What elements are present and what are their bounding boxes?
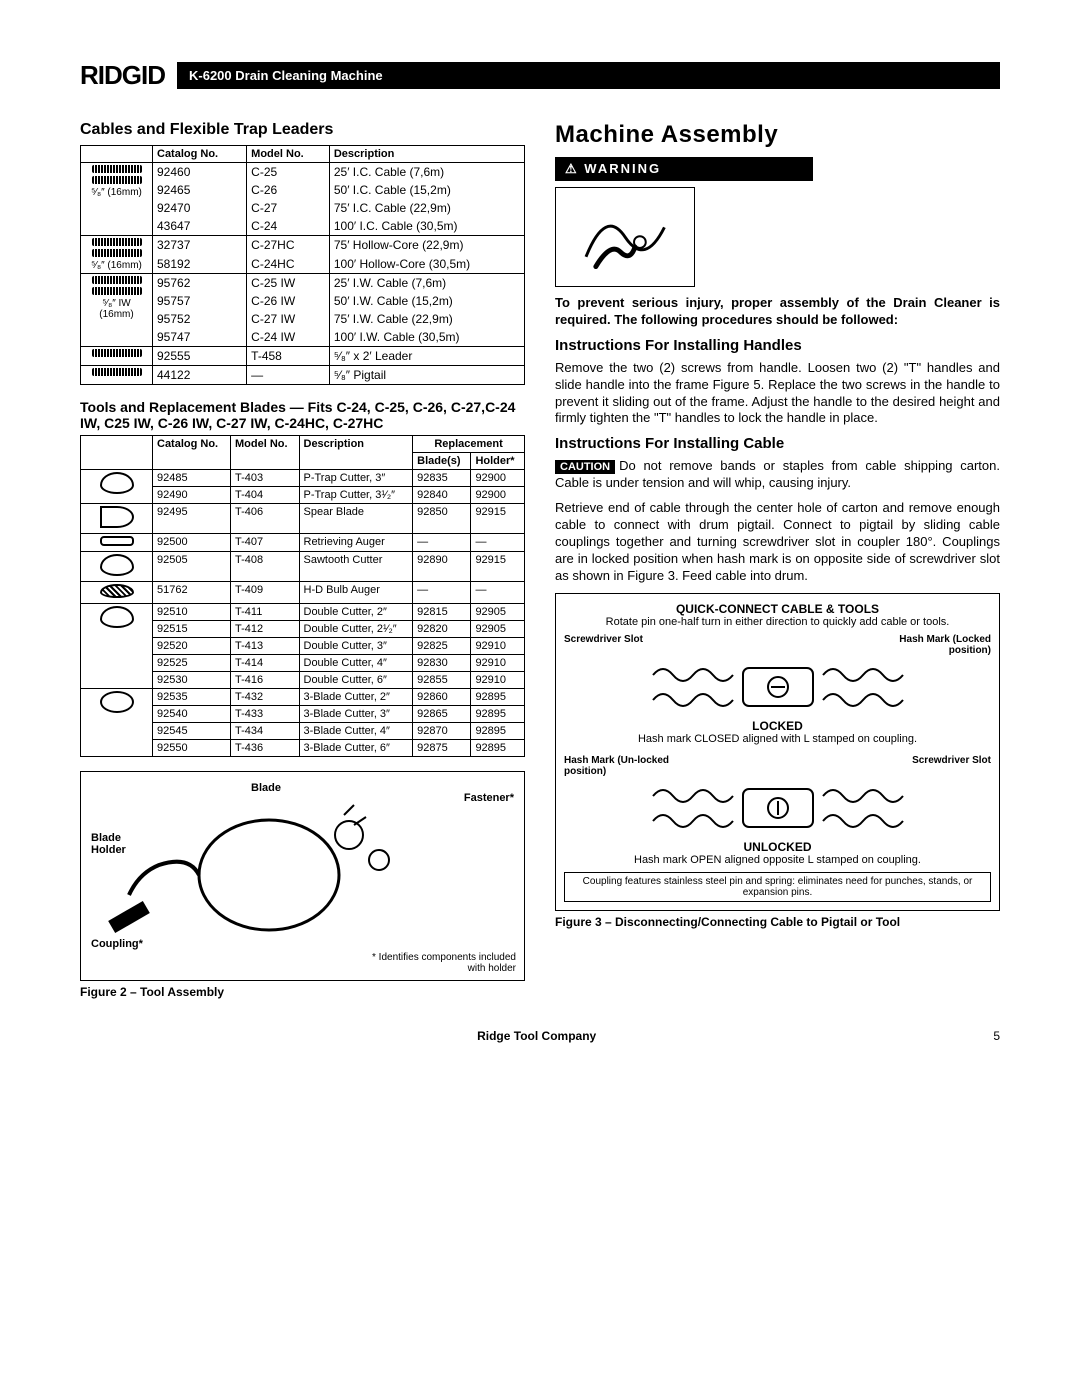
col-desc: Description xyxy=(329,146,524,163)
bulb-icon xyxy=(100,584,134,598)
unlocked-coupling-icon xyxy=(648,781,908,836)
figure-3: QUICK-CONNECT CABLE & TOOLS Rotate pin o… xyxy=(555,593,1000,911)
warning-illustration xyxy=(555,187,695,287)
col-catalog: Catalog No. xyxy=(153,146,247,163)
spear-icon xyxy=(100,506,134,528)
page-footer: Ridge Tool Company 5 xyxy=(80,1029,1000,1043)
header-title: K-6200 Drain Cleaning Machine xyxy=(177,62,1000,89)
3blade-icon xyxy=(100,691,134,713)
page-header: RIDGID K-6200 Drain Cleaning Machine xyxy=(80,60,1000,91)
figure-3-caption: Figure 3 – Disconnecting/Connecting Cabl… xyxy=(555,915,1000,929)
cable-heading: Instructions For Installing Cable xyxy=(555,435,1000,452)
tools-table: Catalog No. Model No. Description Replac… xyxy=(80,435,525,757)
ptrap-icon xyxy=(100,472,134,494)
figure-2-caption: Figure 2 – Tool Assembly xyxy=(80,985,525,999)
caution-label: CAUTION xyxy=(555,460,615,474)
footer-company: Ridge Tool Company xyxy=(80,1029,993,1043)
cables-table: Catalog No. Model No. Description ⁵⁄₈″ (… xyxy=(80,145,525,385)
auger-icon xyxy=(100,536,134,546)
page-number: 5 xyxy=(993,1029,1000,1043)
locked-coupling-icon xyxy=(648,660,908,715)
warning-text: To prevent serious injury, proper assemb… xyxy=(555,295,1000,329)
brand-logo: RIDGID xyxy=(80,60,165,91)
sawtooth-icon xyxy=(100,554,134,576)
figure-2: Blade Fastener* Blade Holder Coupling* *… xyxy=(80,771,525,981)
left-column: Cables and Flexible Trap Leaders Catalog… xyxy=(80,121,525,999)
col-model: Model No. xyxy=(247,146,330,163)
double-cutter-icon xyxy=(100,606,134,628)
tools-heading: Tools and Replacement Blades — Fits C-24… xyxy=(80,399,525,431)
handles-heading: Instructions For Installing Handles xyxy=(555,337,1000,354)
handles-text: Remove the two (2) screws from handle. L… xyxy=(555,360,1000,428)
cable-text: Retrieve end of cable through the center… xyxy=(555,500,1000,584)
assembly-heading: Machine Assembly xyxy=(555,121,1000,149)
cables-heading: Cables and Flexible Trap Leaders xyxy=(80,121,525,139)
right-column: Machine Assembly ⚠ WARNING To prevent se… xyxy=(555,121,1000,999)
cable-caution: CAUTIONDo not remove bands or staples fr… xyxy=(555,458,1000,492)
cable-icon xyxy=(92,165,142,173)
warning-label: ⚠ WARNING xyxy=(555,157,813,181)
tool-assembly-icon xyxy=(89,780,516,950)
